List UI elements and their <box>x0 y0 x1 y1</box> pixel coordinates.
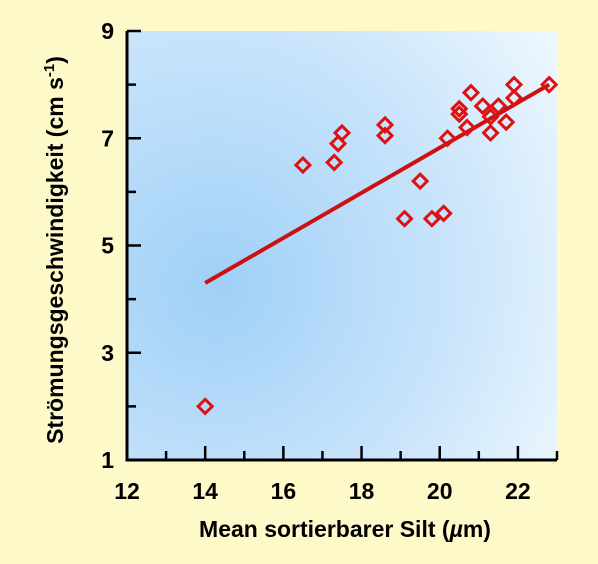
y-axis-label: Strömungsgeschwindigkeit (cm s-1) <box>41 56 68 444</box>
x-tick-label: 22 <box>505 478 531 504</box>
trend-line <box>204 82 551 285</box>
data-point <box>473 96 492 116</box>
x-axis-unit-symbol: µ <box>449 516 463 542</box>
x-tick-label: 14 <box>192 478 218 504</box>
data-point <box>450 104 469 124</box>
y-axis-label-superscript: -1 <box>41 64 58 77</box>
data-point <box>332 123 352 143</box>
data-point <box>422 209 442 228</box>
data-point <box>438 129 457 148</box>
data-point <box>328 134 348 153</box>
data-point <box>375 115 395 134</box>
y-tick-label: 7 <box>101 125 114 151</box>
x-axis-label: Mean sortierbarer Silt (µm) <box>199 516 491 542</box>
data-point <box>540 75 559 94</box>
x-tick-label: 20 <box>427 478 453 504</box>
y-tick-label: 3 <box>101 340 114 366</box>
y-tick-label: 9 <box>101 18 114 44</box>
data-point <box>457 118 477 137</box>
y-tick-label: 1 <box>101 447 114 473</box>
x-tick-label: 12 <box>114 478 140 504</box>
data-point <box>375 126 395 145</box>
data-point <box>293 155 313 175</box>
data-point <box>450 99 469 118</box>
data-point <box>434 204 453 223</box>
plot-area <box>127 31 557 460</box>
data-point <box>196 397 215 416</box>
y-tick-label: 5 <box>101 233 114 259</box>
data-point <box>489 96 508 116</box>
data-point <box>497 113 516 132</box>
x-tick-label: 18 <box>349 478 375 504</box>
data-point <box>411 172 430 191</box>
x-tick-label: 16 <box>271 478 297 504</box>
data-point <box>461 83 481 102</box>
data-point <box>504 88 524 108</box>
data-point <box>395 209 414 228</box>
data-point <box>481 123 500 143</box>
data-point <box>325 153 344 172</box>
